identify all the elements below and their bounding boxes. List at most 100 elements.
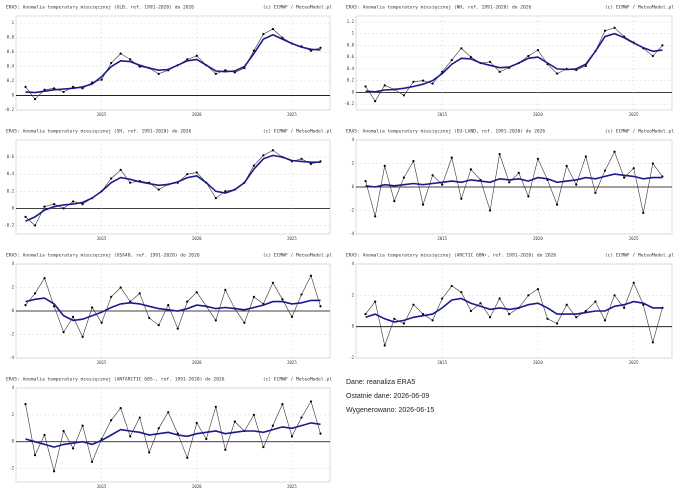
anomaly-point bbox=[224, 190, 227, 193]
anomaly-point bbox=[450, 156, 453, 159]
anomaly-point bbox=[460, 197, 463, 200]
y-tick-label: 0.8 bbox=[7, 35, 15, 40]
anomaly-point bbox=[129, 181, 132, 184]
anomaly-point bbox=[205, 437, 208, 441]
anomaly-point bbox=[138, 416, 141, 419]
x-tick-label: 2020 bbox=[192, 360, 202, 365]
anomaly-point bbox=[100, 321, 103, 324]
anomaly-point bbox=[575, 316, 578, 319]
anomaly-point bbox=[431, 319, 434, 322]
anomaly-point bbox=[62, 90, 65, 94]
plot-frame bbox=[355, 15, 673, 111]
anomaly-point bbox=[517, 171, 520, 174]
y-tick-label: 1 bbox=[352, 31, 355, 36]
anomaly-point bbox=[214, 197, 217, 200]
anomaly-point bbox=[383, 84, 386, 87]
chart-title: ERA5: Anomalia temperatury miesięcznej (… bbox=[6, 129, 192, 135]
anomaly-point bbox=[603, 169, 607, 172]
x-tick-label: 2025 bbox=[629, 112, 639, 117]
x-tick-label: 2020 bbox=[192, 112, 202, 117]
anomaly-point bbox=[508, 313, 511, 316]
anomaly-point bbox=[129, 58, 132, 61]
anomaly-point bbox=[281, 403, 284, 406]
anomaly-point bbox=[603, 29, 607, 32]
anomaly-point bbox=[24, 403, 27, 406]
x-tick-label: 2020 bbox=[533, 112, 543, 117]
anomaly-point bbox=[119, 286, 122, 289]
x-tick-label: 2015 bbox=[437, 360, 447, 365]
x-tick-label: 2020 bbox=[533, 360, 543, 365]
y-tick-label: 2 bbox=[12, 285, 15, 290]
x-tick-label: 2015 bbox=[97, 236, 107, 241]
anomaly-point bbox=[24, 85, 27, 88]
y-tick-label: 0 bbox=[12, 308, 15, 313]
anomaly-point bbox=[195, 171, 198, 174]
anomaly-line bbox=[365, 151, 663, 217]
chart-panel: ERA5: Anomalia temperatury miesięcznej (… bbox=[4, 5, 332, 118]
x-tick-label: 2015 bbox=[437, 112, 447, 117]
anomaly-point bbox=[623, 306, 626, 309]
anomaly-point bbox=[651, 162, 654, 165]
anomaly-point bbox=[613, 26, 616, 29]
y-tick-label: 1.2 bbox=[347, 19, 355, 24]
anomaly-point bbox=[157, 427, 160, 430]
y-tick-label: 0 bbox=[12, 205, 15, 210]
anomaly-point bbox=[555, 322, 559, 325]
y-tick-label: 0 bbox=[12, 93, 15, 98]
anomaly-point bbox=[632, 281, 635, 284]
anomaly-line bbox=[25, 400, 321, 472]
x-tick-label: 2020 bbox=[533, 236, 543, 241]
anomaly-point bbox=[309, 274, 313, 277]
smooth-line bbox=[25, 154, 321, 222]
anomaly-point bbox=[374, 300, 377, 303]
anomaly-point bbox=[195, 421, 198, 425]
anomaly-point bbox=[309, 49, 313, 52]
anomaly-point bbox=[498, 297, 501, 300]
anomaly-point bbox=[252, 295, 255, 298]
anomaly-point bbox=[24, 215, 27, 219]
y-tick-label: -4 bbox=[349, 231, 354, 236]
anomaly-point bbox=[91, 306, 94, 309]
y-tick-label: 0.2 bbox=[7, 188, 15, 193]
anomaly-point bbox=[319, 305, 322, 308]
anomaly-point bbox=[575, 183, 578, 186]
y-tick-label: -4 bbox=[9, 355, 14, 360]
y-tick-label: 0.4 bbox=[347, 66, 355, 71]
anomaly-point bbox=[33, 98, 37, 101]
anomaly-point bbox=[214, 319, 217, 322]
smooth-line bbox=[25, 297, 321, 322]
anomaly-point bbox=[450, 284, 453, 288]
anomaly-point bbox=[594, 191, 597, 194]
anomaly-point bbox=[594, 300, 597, 303]
chart-title: ERA5: Anomalia temperatury miesięcznej (… bbox=[6, 377, 225, 383]
anomaly-point bbox=[300, 293, 303, 296]
anomaly-point bbox=[157, 324, 160, 327]
info-line: Ostatnie dane: 2026-06-09 bbox=[346, 393, 429, 400]
anomaly-point bbox=[43, 205, 46, 208]
anomaly-point bbox=[309, 400, 313, 403]
anomaly-point bbox=[186, 456, 189, 459]
anomaly-point bbox=[91, 460, 94, 463]
anomaly-point bbox=[214, 405, 217, 408]
y-tick-label: 4 bbox=[12, 261, 15, 266]
x-tick-label: 2025 bbox=[287, 484, 297, 489]
y-tick-label: 0.6 bbox=[7, 49, 15, 54]
anomaly-point bbox=[412, 160, 415, 163]
y-tick-label: 0.6 bbox=[7, 154, 15, 159]
y-tick-label: -0.2 bbox=[4, 107, 14, 112]
chart-title: ERA5: Anomalia temperatury miesięcznej (… bbox=[346, 253, 556, 259]
anomaly-point bbox=[252, 413, 255, 416]
anomaly-point bbox=[186, 173, 189, 176]
anomaly-point bbox=[262, 32, 265, 36]
anomaly-point bbox=[33, 292, 37, 295]
x-tick-label: 2025 bbox=[287, 360, 297, 365]
anomaly-point bbox=[460, 47, 463, 50]
y-tick-label: -2 bbox=[349, 208, 354, 213]
x-tick-label: 2025 bbox=[629, 236, 639, 241]
anomaly-point bbox=[71, 85, 75, 88]
anomaly-point bbox=[546, 317, 549, 320]
anomaly-point bbox=[319, 432, 322, 435]
x-tick-label: 2025 bbox=[287, 236, 297, 241]
anomaly-point bbox=[110, 295, 113, 298]
